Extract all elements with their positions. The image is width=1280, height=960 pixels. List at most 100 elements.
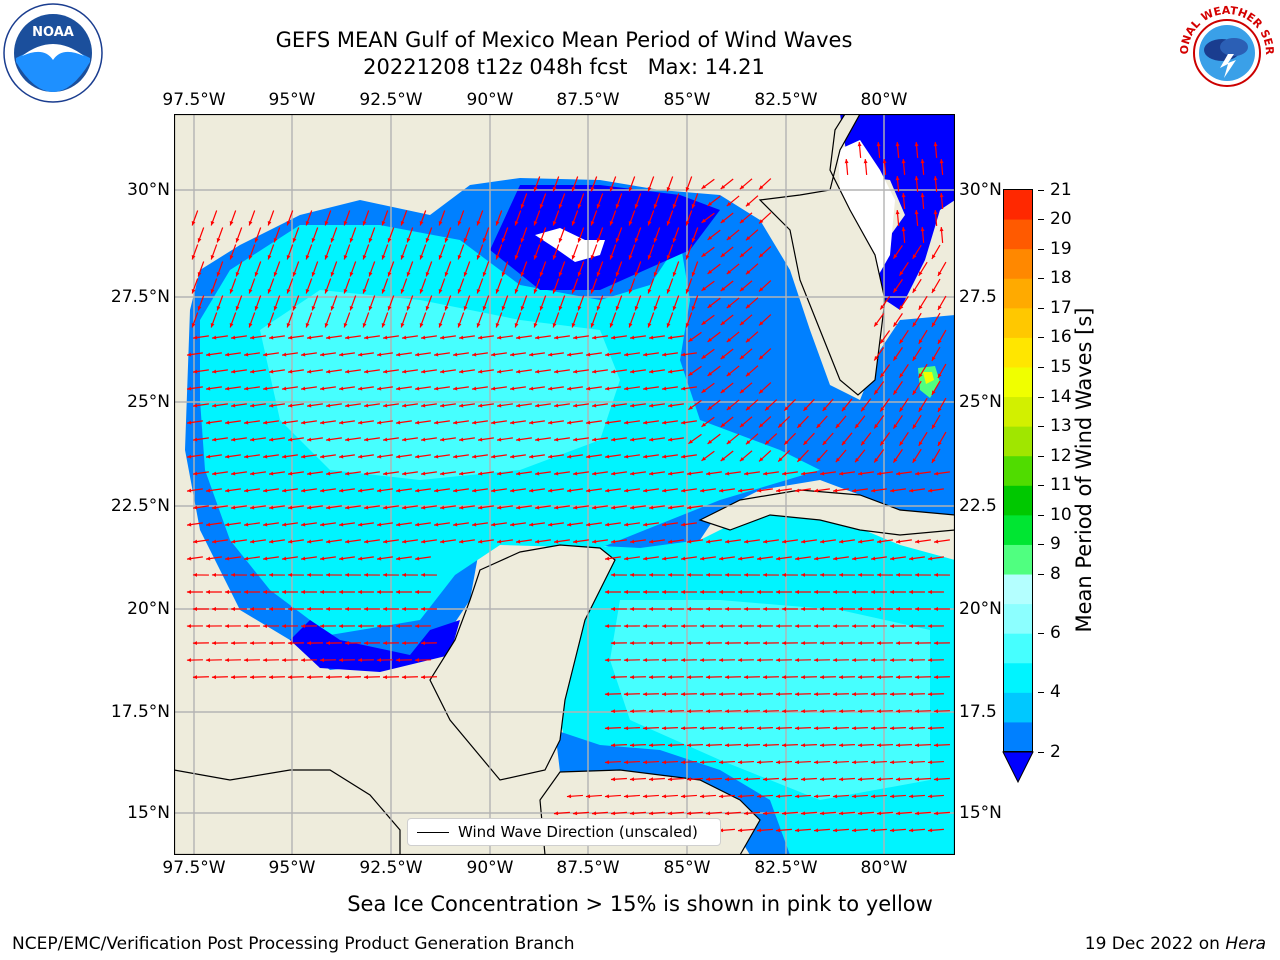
wind-arrow-head [699, 692, 705, 697]
wind-arrow-head [577, 204, 582, 209]
wind-arrow-head [362, 255, 367, 260]
wind-arrow-head [206, 556, 211, 561]
wind-arrow-head [548, 522, 553, 527]
wind-arrow-head [421, 437, 426, 442]
wind-arrow-head [643, 556, 648, 561]
wind-arrow-head [320, 420, 325, 425]
wind-arrow-head [931, 424, 936, 429]
wind-arrow-head [776, 488, 781, 493]
colorbar-label: Mean Period of Wind Waves [s] [1072, 307, 1096, 633]
wind-arrow-head [720, 184, 726, 190]
wind-arrow-head [438, 255, 443, 260]
colorbar-tick [1038, 485, 1044, 487]
wind-arrow-head [567, 386, 572, 391]
wind-arrow-head [914, 675, 920, 680]
wind-arrow-head [267, 323, 272, 328]
wind-arrow-head [192, 607, 197, 611]
wind-arrow-head [529, 488, 534, 493]
wind-arrow-head [210, 255, 215, 260]
wind-arrow-head [706, 471, 711, 476]
wind-arrow-head [648, 607, 653, 611]
wind-arrow-head [501, 272, 506, 277]
wind-arrow-head [784, 440, 789, 445]
wind-arrow-head [896, 471, 901, 476]
wind-arrow-head [630, 335, 635, 340]
wind-arrow-head [685, 289, 690, 294]
wind-arrow-head [893, 254, 898, 259]
wind-arrow-head [286, 323, 291, 328]
wind-arrow-head [705, 777, 711, 782]
wind-arrow-head [737, 658, 743, 663]
wind-arrow-head [401, 573, 407, 577]
wind-arrow-head [688, 405, 693, 410]
wind-arrow-head [759, 389, 764, 394]
wind-arrow-head [529, 352, 534, 357]
wind-arrow-head [478, 437, 483, 442]
wind-arrow-head [685, 255, 690, 260]
wind-arrow-head [288, 335, 293, 340]
wind-arrow-head [743, 607, 748, 611]
wind-arrow-head [833, 556, 838, 561]
wind-arrow-head [476, 221, 481, 226]
wind-arrow-head [667, 709, 673, 714]
wind-arrow-head [851, 590, 856, 594]
wind-arrow-head [928, 488, 933, 493]
wind-arrow-head [497, 335, 502, 340]
wind-arrow-head [642, 590, 647, 594]
wind-arrow-head [832, 624, 838, 628]
wind-arrow-head [882, 159, 887, 164]
wind-arrow-head [472, 386, 477, 391]
wind-arrow-head [596, 306, 601, 311]
colorbar-tick [1038, 574, 1044, 576]
wind-arrow-head [624, 556, 629, 561]
wind-arrow-head [307, 403, 312, 408]
wind-arrow-head [472, 488, 477, 493]
wind-arrow-head [262, 624, 268, 628]
wind-arrow-head [300, 624, 306, 628]
colorbar-tick [1038, 307, 1044, 309]
wind-arrow-head [889, 760, 895, 765]
wind-arrow-head [229, 255, 234, 260]
wind-arrow-head [939, 193, 944, 198]
colorbar-swatch [1003, 721, 1033, 752]
wind-arrow-head [832, 828, 838, 833]
wind-arrow-head [282, 352, 287, 357]
wind-arrow-head [794, 760, 800, 765]
wind-arrow-head [611, 369, 616, 374]
wind-arrow-head [381, 221, 386, 226]
wind-arrow-head [273, 272, 278, 277]
wind-arrow-head [497, 403, 502, 408]
wind-arrow-head [667, 777, 673, 782]
wind-arrow-head [927, 726, 933, 731]
wind-arrow-head [358, 352, 363, 357]
wind-arrow-head [501, 306, 506, 311]
wind-arrow-head [349, 306, 354, 311]
colorbar-swatch [1003, 603, 1033, 634]
wind-arrow-head [880, 339, 885, 344]
wind-arrow-head [548, 454, 553, 459]
wind-arrow-head [797, 423, 802, 428]
wind-arrow-head [186, 590, 191, 594]
wind-arrow-head [311, 238, 316, 243]
wind-arrow-head [325, 573, 331, 577]
wind-arrow-head [739, 423, 745, 428]
wind-arrow-head [857, 675, 863, 680]
wind-arrow-head [745, 270, 751, 275]
wind-arrow-head [193, 335, 198, 340]
wind-arrow-head [688, 439, 693, 444]
footer-machine: Hera [1225, 934, 1266, 954]
yucatan-land [429, 544, 616, 781]
wind-arrow-head [819, 607, 824, 611]
wind-arrow-head [320, 454, 325, 459]
wind-arrow-head [661, 692, 667, 697]
wind-arrow-head [381, 323, 386, 328]
wind-arrow-head [539, 272, 544, 277]
wind-arrow-head [725, 539, 730, 544]
wind-arrow-head [874, 458, 879, 463]
wind-arrow-head [364, 335, 369, 340]
wind-arrow-head [539, 238, 544, 243]
wind-arrow-head [841, 406, 846, 412]
colorbar-tick-label: 10 [1050, 504, 1072, 525]
wind-arrow-head [927, 760, 933, 765]
wind-arrow-head [899, 373, 904, 378]
